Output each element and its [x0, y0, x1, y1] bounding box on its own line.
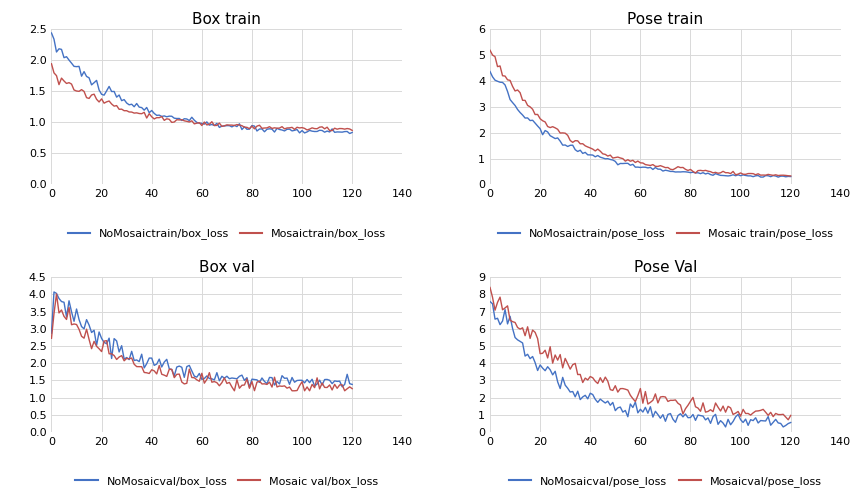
Title: Pose train: Pose train: [627, 12, 704, 27]
Title: Pose Val: Pose Val: [634, 260, 697, 274]
Legend: NoMosaicval/pose_loss, Mosaicval/pose_loss: NoMosaicval/pose_loss, Mosaicval/pose_lo…: [505, 472, 826, 491]
Legend: NoMosaictrain/pose_loss, Mosaic train/pose_loss: NoMosaictrain/pose_loss, Mosaic train/po…: [493, 224, 837, 244]
Legend: NoMosaicval/box_loss, Mosaic val/box_loss: NoMosaicval/box_loss, Mosaic val/box_los…: [71, 472, 383, 491]
Legend: NoMosaictrain/box_loss, Mosaictrain/box_loss: NoMosaictrain/box_loss, Mosaictrain/box_…: [63, 224, 390, 244]
Title: Box train: Box train: [192, 12, 262, 27]
Title: Box val: Box val: [199, 260, 255, 274]
